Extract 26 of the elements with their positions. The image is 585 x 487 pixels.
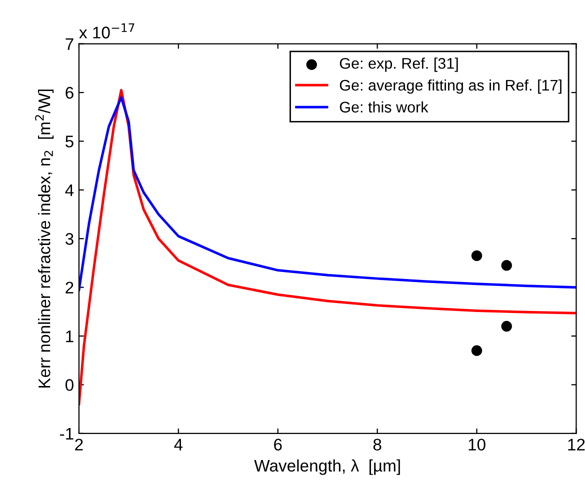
x-tick-label: 4 [174, 438, 183, 450]
point [471, 250, 482, 262]
y-tick-label: -1 [60, 428, 74, 440]
legend-label: Ge: average fitting as in Ref. [17] [340, 79, 562, 94]
line-series [78, 96, 576, 292]
x-axis-title: Wavelength, λ [µm] [254, 459, 400, 475]
x-tick-label: 12 [568, 438, 585, 450]
y-tick-label: 4 [65, 184, 74, 196]
y-tick-label: 3 [65, 233, 74, 245]
y-tick-label: 2 [66, 282, 74, 294]
y-tick-label: 5 [66, 136, 74, 148]
legend-label: Ge: this work [340, 101, 428, 113]
y-tick-label: 6 [66, 86, 74, 99]
y-tick-label: 0 [65, 379, 74, 391]
text: x 10$^{−17}$ [79, 23, 134, 38]
y-axis-title: Kerr nonliner refractive index, n$_{2}$ [m$^{2}$/W] [35, 90, 54, 388]
y-tick-label: 7 [66, 38, 74, 50]
x-tick-label: 6 [274, 438, 282, 451]
x-tick-label: 8 [373, 438, 382, 451]
point [471, 345, 482, 356]
y-tick-label: 1 [66, 330, 74, 342]
point [501, 320, 512, 332]
x-tick-label: 2 [75, 438, 83, 450]
x-tick-label: 10 [468, 438, 486, 451]
legend-label: Ge: exp. Ref. [31] [340, 58, 458, 72]
point [501, 260, 512, 271]
